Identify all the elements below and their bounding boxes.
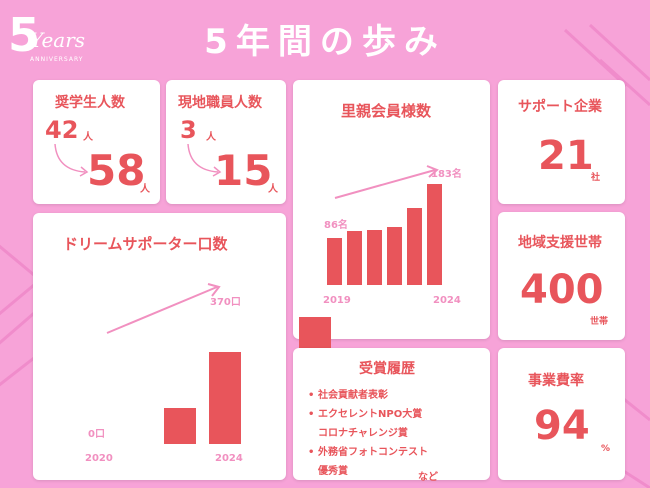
page-title: 5年間の歩み — [204, 22, 446, 62]
anniversary-logo: 5 Years ANNIVERSARY — [8, 8, 88, 70]
dream-x-start: 2020 — [85, 453, 113, 464]
support-value: 21 — [538, 133, 594, 179]
dream-first-label: 0口 — [88, 429, 105, 440]
bar-2019 — [327, 237, 342, 285]
bar-2022 — [209, 351, 241, 444]
cost-unit: % — [601, 444, 611, 454]
staff-heading: 現地職員人数 — [178, 95, 262, 111]
bar-2021 — [367, 230, 382, 285]
awards-etc: など — [418, 472, 438, 483]
support-unit: 社 — [591, 173, 601, 183]
staff-after: 15 — [214, 146, 273, 195]
bar-2023 — [407, 208, 422, 285]
cost-value: 94 — [534, 403, 590, 449]
logo-sub: ANNIVERSARY — [30, 56, 84, 63]
scholarship-card: 奨学生人数 42 人 58 人 — [33, 80, 160, 204]
awards-heading: 受賞履歴 — [359, 361, 415, 377]
households-unit: 世帯 — [590, 317, 609, 327]
foster-last-label: 183名 — [431, 169, 462, 180]
dream-heading: ドリームサポーター口数 — [63, 235, 228, 253]
dream-card: ドリームサポーター口数 0口 370口 2020 2024 — [33, 213, 331, 480]
scholarship-before: 42 — [45, 116, 79, 144]
cost-card: 事業費率 94 % — [498, 348, 625, 480]
award-item: 優秀賞 — [318, 466, 348, 477]
foster-x-end: 2024 — [433, 295, 461, 306]
scholarship-after-unit: 人 — [140, 184, 150, 195]
cost-heading: 事業費率 — [528, 373, 584, 389]
households-heading: 地域支援世帯 — [518, 235, 602, 251]
scholarship-heading: 奨学生人数 — [55, 95, 125, 111]
logo-word: Years — [30, 28, 86, 52]
staff-card: 現地職員人数 3 人 15 人 — [166, 80, 286, 204]
logo-number: 5 — [8, 8, 41, 62]
foster-card: 里親会員様数 86名 183名 2019 2024 — [293, 80, 490, 339]
award-item: 社会貢献者表彰 — [308, 386, 428, 405]
dream-trend-arrow-icon — [106, 283, 221, 334]
staff-after-unit: 人 — [268, 184, 278, 195]
support-card: サポート企業 21 社 — [498, 80, 625, 204]
staff-before-unit: 人 — [206, 132, 216, 143]
foster-heading: 里親会員様数 — [341, 102, 432, 120]
bar-2022 — [387, 227, 402, 285]
dream-last-label: 370口 — [210, 297, 241, 308]
households-value: 400 — [520, 267, 604, 313]
dream-x-end: 2024 — [215, 453, 243, 464]
scholarship-after: 58 — [87, 146, 146, 195]
households-card: 地域支援世帯 400 世帯 — [498, 212, 625, 340]
award-item: エクセレントNPO大賞 — [308, 405, 428, 424]
scholarship-before-unit: 人 — [83, 132, 93, 143]
bar-2020 — [347, 231, 362, 285]
foster-x-start: 2019 — [323, 295, 351, 306]
support-heading: サポート企業 — [518, 99, 602, 115]
staff-before: 3 — [180, 116, 197, 144]
bar-2021 — [164, 408, 196, 444]
bar-2024 — [427, 184, 442, 285]
awards-list: 社会貢献者表彰 エクセレントNPO大賞 コロナチャレンジ賞 外務省フォトコンテス… — [308, 386, 428, 481]
scholarship-arrow-icon — [54, 143, 89, 177]
award-item: コロナチャレンジ賞 — [318, 428, 408, 439]
foster-first-label: 86名 — [324, 220, 348, 231]
award-item: 外務省フォトコンテスト — [308, 443, 428, 462]
